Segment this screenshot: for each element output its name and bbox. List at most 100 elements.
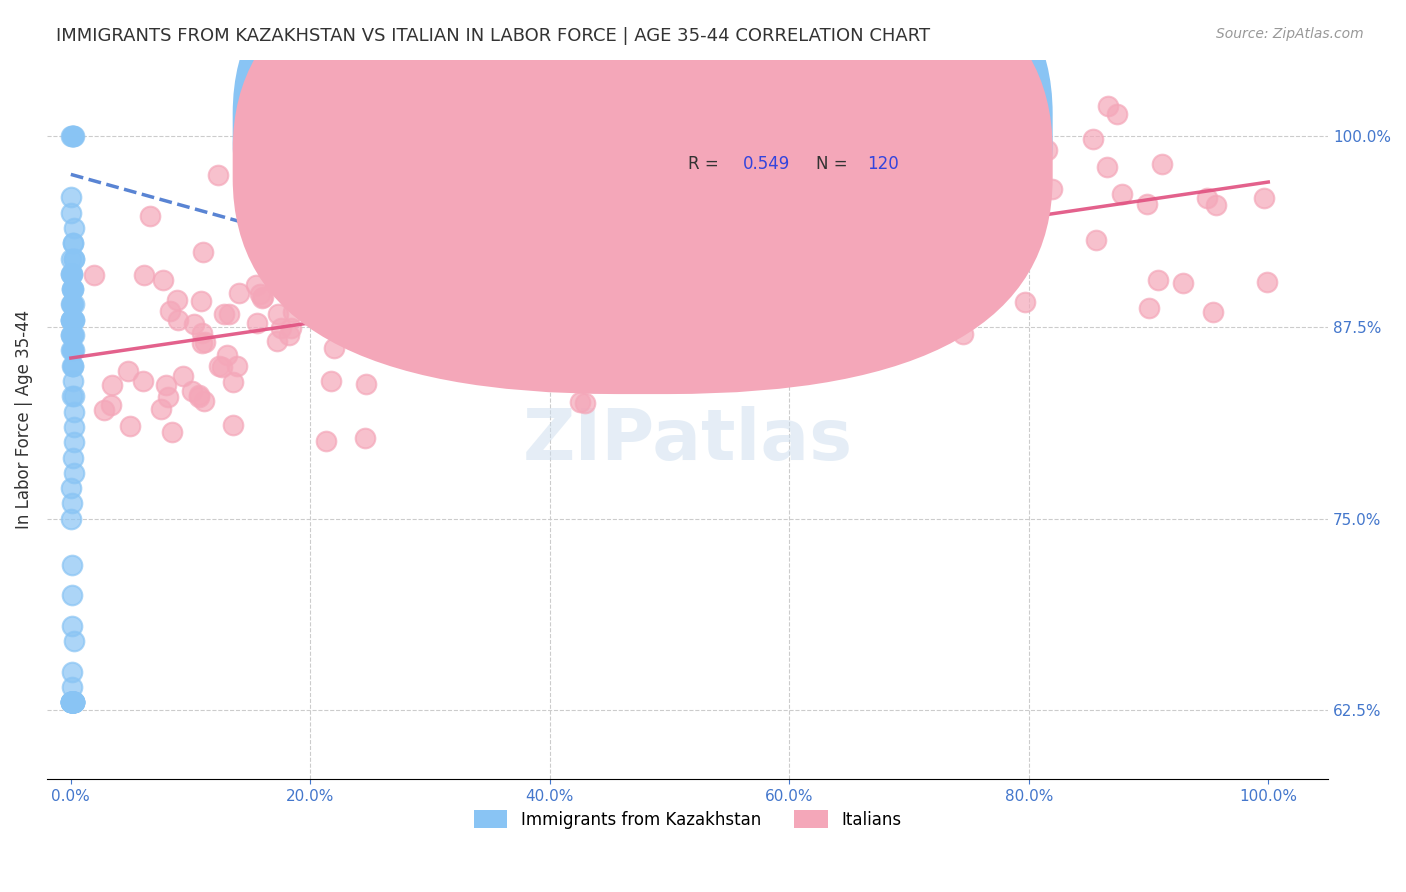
Point <box>837 250 859 264</box>
Point <box>60 695 83 709</box>
Point <box>63 129 86 144</box>
Point <box>60 267 83 281</box>
Point <box>60 267 83 281</box>
Point <box>211 359 233 374</box>
Text: Source: ZipAtlas.com: Source: ZipAtlas.com <box>1216 27 1364 41</box>
Point <box>62 695 84 709</box>
Point <box>250 291 273 305</box>
Point <box>62 328 84 343</box>
Point <box>1021 204 1043 219</box>
Point <box>696 146 718 161</box>
Point <box>382 221 405 235</box>
Point <box>659 300 682 314</box>
Point <box>63 252 86 266</box>
Point <box>328 247 350 261</box>
Point <box>63 435 86 450</box>
Point <box>63 466 86 480</box>
Point <box>188 387 211 401</box>
Point <box>568 394 591 409</box>
Text: 0.549: 0.549 <box>742 155 790 173</box>
Point <box>984 164 1007 178</box>
Point <box>60 695 83 709</box>
Point <box>59 695 82 709</box>
Point <box>60 343 83 358</box>
Point <box>63 312 86 326</box>
Point <box>60 481 83 495</box>
Point <box>100 398 122 412</box>
FancyBboxPatch shape <box>592 99 963 196</box>
Point <box>679 234 702 248</box>
Point <box>62 695 84 709</box>
Y-axis label: In Labor Force | Age 35-44: In Labor Force | Age 35-44 <box>15 310 32 529</box>
Point <box>945 224 967 238</box>
Point <box>252 290 274 304</box>
Point <box>1083 132 1105 146</box>
Point <box>62 129 84 144</box>
Point <box>1136 197 1159 211</box>
Point <box>63 695 86 709</box>
Point <box>723 186 745 201</box>
Point <box>898 211 921 226</box>
Point <box>60 389 83 403</box>
Point <box>63 420 86 434</box>
Point <box>319 374 342 388</box>
Point <box>354 376 377 391</box>
Point <box>62 312 84 326</box>
Point <box>60 695 83 709</box>
Point <box>697 190 720 204</box>
Point <box>267 308 290 322</box>
Point <box>246 316 269 330</box>
Point <box>60 695 83 709</box>
Point <box>62 634 84 648</box>
Point <box>60 695 83 709</box>
Point <box>62 236 84 251</box>
Point <box>59 343 82 358</box>
Point <box>60 695 83 709</box>
Point <box>191 326 214 341</box>
Point <box>668 203 690 218</box>
Point <box>155 378 177 392</box>
Point <box>1097 160 1119 174</box>
Point <box>132 374 155 388</box>
Point <box>62 404 84 418</box>
Point <box>60 282 83 296</box>
Point <box>1195 191 1218 205</box>
Point <box>62 297 84 311</box>
Point <box>1202 305 1225 319</box>
Point <box>60 297 83 311</box>
Point <box>1205 197 1227 211</box>
Point <box>62 695 84 709</box>
Point <box>180 384 202 398</box>
Point <box>60 695 83 709</box>
Point <box>60 695 83 709</box>
Text: N =: N = <box>815 155 852 173</box>
Text: 0.210: 0.210 <box>742 118 790 136</box>
Point <box>936 223 959 237</box>
Point <box>343 328 366 343</box>
Point <box>60 680 83 694</box>
Point <box>60 695 83 709</box>
Point <box>194 335 217 350</box>
Point <box>62 359 84 373</box>
Point <box>62 282 84 296</box>
Point <box>60 619 83 633</box>
Point <box>132 268 155 282</box>
Point <box>62 450 84 465</box>
Point <box>530 273 553 287</box>
Point <box>60 205 83 219</box>
Point <box>62 374 84 388</box>
Point <box>60 665 83 679</box>
Point <box>1152 157 1174 171</box>
Point <box>59 252 82 266</box>
Point <box>1085 233 1108 247</box>
Point <box>59 512 82 526</box>
Point <box>60 297 83 311</box>
Point <box>83 268 105 282</box>
Point <box>60 359 83 373</box>
Point <box>749 233 772 247</box>
Point <box>60 190 83 204</box>
Point <box>60 695 83 709</box>
Point <box>1019 195 1042 210</box>
Point <box>315 434 337 448</box>
Point <box>1171 276 1194 290</box>
